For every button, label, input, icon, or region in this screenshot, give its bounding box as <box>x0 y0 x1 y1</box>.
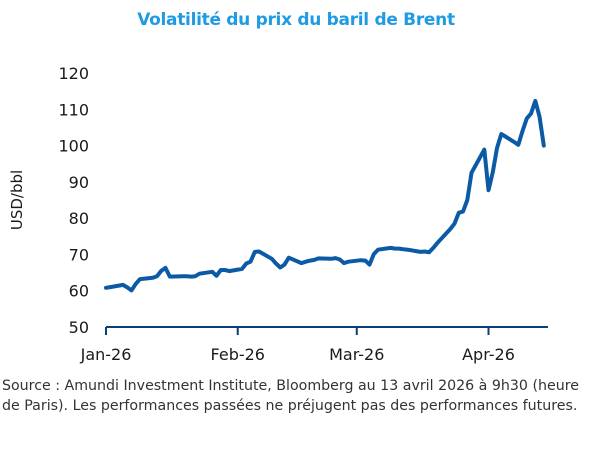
source-note: Source : Amundi Investment Institute, Bl… <box>2 378 579 414</box>
y-tick-label: 90 <box>69 173 89 192</box>
x-tick-label: Mar-26 <box>329 345 384 364</box>
brent-price-chart: 50 60 70 80 90 100 110 120 Jan-26 Feb-26 Mar-26 Ap… <box>8 64 548 364</box>
y-tick-label: 80 <box>69 209 89 228</box>
brent-price-series-line <box>104 98 546 293</box>
y-tick-label: 110 <box>58 100 89 119</box>
y-tick-label: 70 <box>69 245 89 264</box>
y-axis-ticks: 50 60 70 80 90 100 110 120 <box>58 64 89 337</box>
y-axis-label: USD/bbl <box>8 170 26 230</box>
x-tick-label: Apr-26 <box>462 345 515 364</box>
y-tick-label: 100 <box>58 137 89 156</box>
y-tick-label: 60 <box>69 282 89 301</box>
y-tick-label: 120 <box>58 64 89 83</box>
x-axis-ticks: Jan-26 Feb-26 Mar-26 Apr-26 <box>80 327 515 364</box>
x-tick-label: Feb-26 <box>211 345 265 364</box>
chart-title: Volatilité du prix du baril de Brent <box>137 10 455 30</box>
y-tick-label: 50 <box>69 318 89 337</box>
x-tick-label: Jan-26 <box>80 345 132 364</box>
